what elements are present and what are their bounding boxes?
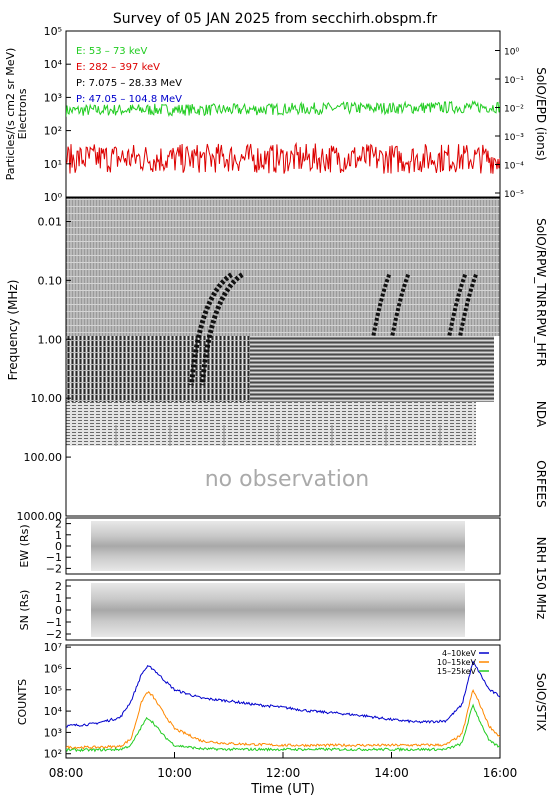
- epd-left-tick-label: 10¹: [44, 158, 62, 171]
- stix-tick-label: 10²: [44, 748, 62, 761]
- x-axis-label: Time (UT): [250, 782, 315, 797]
- x-tick-label: 08:00: [49, 766, 84, 780]
- nrh_sn-tick-label: 1: [55, 592, 62, 605]
- type-iii-burst: [447, 273, 468, 337]
- epd-right-tick-label: 10⁻¹: [504, 76, 524, 86]
- nda-band: [66, 402, 476, 446]
- x-tick-label: 12:00: [266, 766, 301, 780]
- spectrogram-right-label: ORFEES: [534, 460, 548, 507]
- spectrogram-tick-label: 0.01: [38, 215, 63, 228]
- epd-left-tick-label: 10³: [44, 91, 62, 104]
- nrh-sn-image: [91, 583, 465, 637]
- stix-tick-label: 10³: [44, 726, 62, 739]
- spectrogram-right-label: RPW_HFR: [534, 309, 548, 367]
- spectrogram-panel: 0.01 0.10 1.00 10.00 100.00 1000.00 Frequency…: [6, 197, 548, 523]
- epd-left-label-2: Electrons: [16, 88, 29, 139]
- figure-title: Survey of 05 JAN 2025 from secchirh.obsp…: [113, 11, 437, 27]
- hfr-band-left: [66, 336, 250, 402]
- stix-series-0: [66, 660, 500, 728]
- spectrogram-ylabel: Frequency (MHz): [6, 280, 20, 381]
- epd-left-tick-label: 10⁴: [44, 58, 63, 71]
- nrh-ew-image: [91, 521, 465, 571]
- epd-series-0: [66, 100, 500, 118]
- stix-ylabel: COUNTS: [16, 679, 29, 725]
- stix-legend-label: 10–15keV: [437, 658, 477, 667]
- no-observation-label: no observation: [205, 467, 370, 492]
- spectrogram-frame: [65, 197, 501, 517]
- nrh-sn-panel: 210−1−2 SN (Rs): [18, 579, 501, 641]
- nrh-sn-ylabel: SN (Rs): [18, 590, 31, 631]
- epd-left-label-1: Particles/(s cm2 sr MeV): [4, 48, 17, 181]
- x-tick-label: 10:00: [157, 766, 192, 780]
- stix-tick-label: 10⁵: [44, 684, 62, 697]
- epd-legend-item: E: 53 – 73 keV: [76, 46, 147, 57]
- type-iii-burst: [371, 273, 392, 337]
- stix-tick-label: 10⁶: [44, 662, 63, 675]
- nrh-ew-panel: 210−1−2 EW (Rs): [18, 517, 501, 575]
- stix-right-label: SolO/STIX: [534, 673, 548, 732]
- nrh-right-label: NRH 150 MHz: [534, 537, 548, 620]
- spectrogram-tick-label: 0.10: [38, 274, 63, 287]
- stix-tick-label: 10⁷: [44, 641, 62, 654]
- x-tick-label: 16:00: [483, 766, 518, 780]
- tnr-band: [66, 198, 500, 336]
- nrh_sn-tick-label: 2: [55, 580, 62, 593]
- type-iii-burst: [390, 273, 411, 337]
- nda-gap-lines: [115, 425, 441, 446]
- nrh_ew-tick-label: 2: [55, 518, 62, 531]
- type-iii-burst: [189, 272, 233, 386]
- nrh_ew-tick-label: −2: [46, 562, 62, 575]
- spectrogram-tick-label: 1.00: [38, 333, 63, 346]
- x-tick-label: 14:00: [374, 766, 409, 780]
- stix-legend-label: 4–10keV: [442, 649, 477, 658]
- epd-panel: E: 53 – 73 keV E: 282 – 397 keV P: 7.075 –…: [4, 25, 548, 204]
- nrh_ew-tick-label: −1: [46, 551, 62, 564]
- epd-left-tick-label: 10⁵: [44, 25, 62, 38]
- nrh_sn-tick-label: −2: [46, 628, 62, 641]
- stix-series-2: [66, 703, 500, 753]
- nrh_ew-tick-label: 1: [55, 529, 62, 542]
- epd-series-1: [66, 141, 500, 174]
- nrh_sn-tick-label: −1: [46, 616, 62, 629]
- epd-right-tick-label: 10⁻⁴: [504, 162, 524, 172]
- epd-right-label: SolO/EPD (ions): [534, 67, 548, 161]
- spectrogram-right-label: SolO/RPW_TNR: [534, 218, 548, 308]
- stix-tick-label: 10⁴: [44, 705, 63, 718]
- nrh_sn-tick-label: 0: [55, 604, 62, 617]
- nrh_ew-tick-label: 0: [55, 540, 62, 553]
- epd-right-tick-label: 10⁻³: [504, 133, 524, 143]
- epd-left-tick-label: 10⁰: [44, 191, 63, 204]
- epd-right-tick-label: 10⁻²: [504, 105, 524, 115]
- epd-right-tick-label: 10⁻⁵: [504, 190, 524, 200]
- stix-series-1: [66, 689, 500, 750]
- spectrogram-right-label: NDA: [534, 401, 548, 428]
- epd-left-tick-label: 10²: [44, 125, 62, 138]
- spectrogram-tick-label: 100.00: [24, 451, 63, 464]
- epd-legend-item: P: 7.075 – 28.33 MeV: [76, 78, 182, 89]
- type-iii-bursts: [189, 272, 478, 386]
- epd-right-tick-label: 10⁰: [504, 48, 519, 58]
- epd-legend-item: P: 47.05 – 104.8 MeV: [76, 94, 182, 105]
- type-iii-burst: [458, 273, 478, 337]
- spectrogram-tick-label: 10.00: [31, 392, 63, 405]
- hfr-band-right: [250, 336, 494, 402]
- stix-legend-label: 15–25keV: [437, 667, 477, 676]
- type-iii-burst: [199, 272, 244, 386]
- epd-legend-item: E: 282 – 397 keV: [76, 62, 160, 73]
- nrh-ew-ylabel: EW (Rs): [18, 524, 31, 567]
- spectrogram-tick-label: 1000.00: [17, 510, 63, 523]
